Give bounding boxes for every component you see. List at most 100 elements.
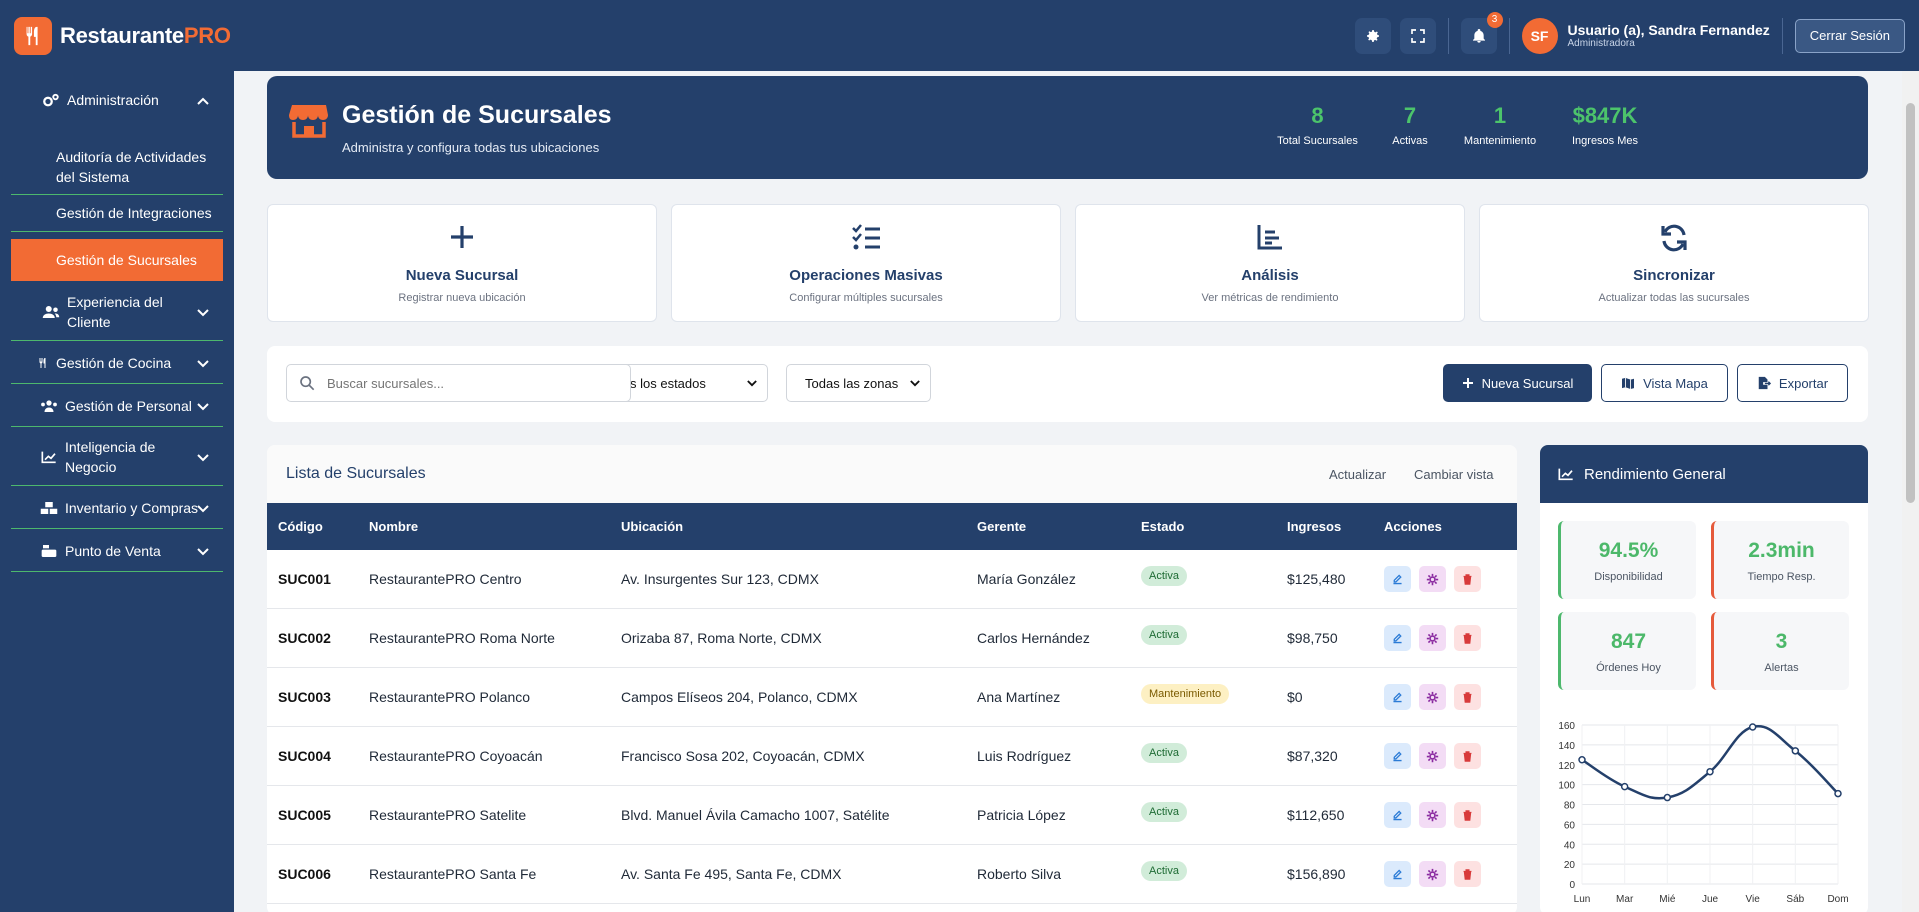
- table-row[interactable]: SUC003 RestaurantePRO Polanco Campos Elíse…: [267, 668, 1517, 727]
- divider: [1508, 17, 1510, 54]
- col-ingresos[interactable]: Ingresos: [1287, 519, 1342, 534]
- search-box[interactable]: [286, 364, 631, 402]
- button-label: Exportar: [1778, 375, 1829, 391]
- data-point: [1834, 789, 1842, 798]
- edit-button[interactable]: [1384, 802, 1411, 828]
- delete-button[interactable]: [1454, 802, 1481, 828]
- sidebar-item-label: Gestión de Personal: [65, 397, 192, 414]
- cell-ingresos: $98,750: [1287, 630, 1338, 646]
- button-label: Vista Mapa: [1643, 375, 1708, 391]
- notifications-button[interactable]: 3: [1460, 11, 1503, 54]
- edit-button[interactable]: [1384, 684, 1411, 710]
- table-row[interactable]: SUC001 RestaurantePRO Centro Av. Insurgent…: [267, 550, 1517, 609]
- delete-button[interactable]: [1454, 625, 1481, 651]
- sidebar-subitem-integraciones[interactable]: Gestión de Integraciones: [11, 195, 223, 232]
- sidebar-item-cliente[interactable]: Experiencia del Cliente: [11, 283, 223, 341]
- cell-ubicacion: Av. Santa Fe 495, Santa Fe, CDMX: [621, 866, 842, 882]
- sidebar-subitem-auditoria[interactable]: Auditoría de Actividades del Sistema: [11, 139, 223, 195]
- users-icon: [41, 305, 61, 319]
- action-subtitle: Configurar múltiples sucursales: [789, 292, 943, 304]
- refresh-button[interactable]: Actualizar: [1329, 467, 1387, 482]
- status-badge: Activa: [1141, 743, 1187, 763]
- table-row[interactable]: SUC005 RestaurantePRO Satelite Blvd. Manue…: [267, 786, 1517, 845]
- col-estado[interactable]: Estado: [1141, 519, 1185, 534]
- settings-button[interactable]: [1419, 625, 1446, 651]
- action-analisis[interactable]: Análisis Ver métricas de rendimiento: [1075, 204, 1465, 322]
- edit-icon: [1393, 810, 1402, 820]
- y-tick-label: 160: [1558, 721, 1575, 732]
- x-tick-label: Dom: [1827, 894, 1848, 905]
- kpi-disponibilidad: 94.5% Disponibilidad: [1558, 521, 1696, 599]
- delete-button[interactable]: [1454, 743, 1481, 769]
- edit-button[interactable]: [1384, 566, 1411, 592]
- settings-button[interactable]: [1419, 743, 1446, 769]
- y-tick-label: 0: [1569, 880, 1575, 891]
- logout-button[interactable]: Cerrar Sesión: [1794, 18, 1905, 53]
- table-row[interactable]: SUC002 RestaurantePRO Roma Norte Orizaba 8…: [267, 609, 1517, 668]
- col-codigo[interactable]: Código: [278, 519, 323, 534]
- vista-mapa-button[interactable]: Vista Mapa: [1601, 364, 1728, 402]
- sidebar-item-pos[interactable]: Punto de Venta: [11, 530, 223, 572]
- action-sincronizar[interactable]: Sincronizar Actualizar todas las sucursa…: [1479, 204, 1869, 322]
- sidebar-item-administracion[interactable]: Administración: [11, 71, 223, 129]
- table-row[interactable]: SUC006 RestaurantePRO Santa Fe Av. Santa F…: [267, 845, 1517, 904]
- scrollbar-thumb[interactable]: [1906, 103, 1915, 503]
- settings-button[interactable]: [1419, 861, 1446, 887]
- toggle-view-button[interactable]: Cambiar vista: [1414, 467, 1494, 482]
- nueva-sucursal-button[interactable]: Nueva Sucursal: [1443, 364, 1592, 402]
- y-tick-label: 60: [1564, 820, 1576, 831]
- status-badge: Activa: [1141, 625, 1187, 645]
- sidebar-item-label: Gestión de Cocina: [56, 354, 172, 371]
- exportar-button[interactable]: Exportar: [1737, 364, 1848, 402]
- chart-line-icon: [1558, 468, 1573, 481]
- cell-codigo: SUC001: [278, 571, 331, 587]
- settings-button[interactable]: [1419, 566, 1446, 592]
- settings-button[interactable]: [1354, 17, 1391, 54]
- cogs-icon: [41, 93, 61, 107]
- sidebar: Administración Auditoría de Actividades …: [0, 71, 234, 912]
- app-logo[interactable]: RestaurantePRO: [14, 16, 231, 55]
- cell-ubicacion: Blvd. Manuel Ávila Camacho 1007, Satélit…: [621, 807, 890, 823]
- chevron-down-icon: [197, 398, 209, 414]
- edit-button[interactable]: [1384, 625, 1411, 651]
- page-title: Gestión de Sucursales: [342, 101, 612, 129]
- user-role: Administradora: [1567, 38, 1635, 49]
- settings-button[interactable]: [1419, 802, 1446, 828]
- sidebar-subitem-sucursales[interactable]: Gestión de Sucursales: [11, 239, 223, 281]
- edit-icon: [1393, 869, 1402, 879]
- avatar[interactable]: SF: [1521, 17, 1558, 54]
- delete-button[interactable]: [1454, 861, 1481, 887]
- action-title: Análisis: [1241, 267, 1299, 284]
- action-operaciones-masivas[interactable]: Operaciones Masivas Configurar múltiples…: [671, 204, 1061, 322]
- delete-button[interactable]: [1454, 684, 1481, 710]
- delete-button[interactable]: [1454, 566, 1481, 592]
- action-subtitle: Actualizar todas las sucursales: [1598, 292, 1750, 304]
- sidebar-item-label: Inteligencia de Negocio: [65, 438, 156, 475]
- zona-select[interactable]: Todas las zonas: [786, 364, 931, 402]
- sidebar-item-personal[interactable]: Gestión de Personal: [11, 385, 223, 427]
- fullscreen-button[interactable]: [1399, 17, 1436, 54]
- utensils-icon: [14, 16, 52, 55]
- stat-ingresos: $847K Ingresos Mes: [1571, 103, 1639, 147]
- sidebar-item-inteligencia[interactable]: Inteligencia de Negocio: [11, 428, 223, 486]
- settings-button[interactable]: [1419, 684, 1446, 710]
- col-gerente[interactable]: Gerente: [977, 519, 1027, 534]
- sidebar-item-inventario[interactable]: Inventario y Compras: [11, 487, 223, 529]
- list-header: Lista de Sucursales Actualizar Cambiar v…: [267, 445, 1517, 503]
- scrollbar[interactable]: [1902, 71, 1919, 912]
- edit-button[interactable]: [1384, 743, 1411, 769]
- x-tick-label: Lun: [1574, 894, 1591, 905]
- search-input[interactable]: [327, 375, 607, 391]
- top-bar: RestaurantePRO 3 SF Usuario (a), Sandra …: [0, 0, 1919, 71]
- sidebar-item-cocina[interactable]: Gestión de Cocina: [11, 342, 223, 384]
- y-tick-label: 80: [1564, 801, 1576, 812]
- page-header: Gestión de Sucursales Administra y confi…: [267, 76, 1868, 179]
- col-nombre[interactable]: Nombre: [369, 519, 419, 534]
- action-nueva-sucursal[interactable]: Nueva Sucursal Registrar nueva ubicación: [267, 204, 657, 322]
- chevron-down-icon: [910, 379, 920, 386]
- cell-ingresos: $112,650: [1287, 807, 1345, 823]
- cell-ingresos: $125,480: [1287, 571, 1346, 587]
- edit-button[interactable]: [1384, 861, 1411, 887]
- table-row[interactable]: SUC004 RestaurantePRO Coyoacán Francisco S…: [267, 727, 1517, 786]
- col-ubicacion[interactable]: Ubicación: [621, 519, 684, 534]
